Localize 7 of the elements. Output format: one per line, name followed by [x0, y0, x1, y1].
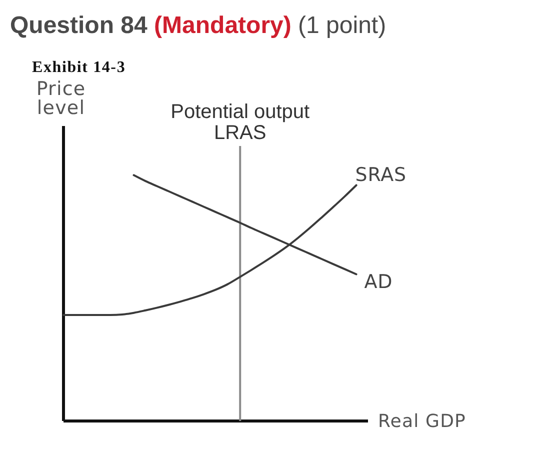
chart-subtitle: Exhibit 14-3 [32, 59, 126, 76]
text: Potential output LRAS [170, 101, 310, 144]
chart-title: Question 84 (Mandatory) (1 point) [10, 12, 386, 39]
x-axis-title: Real GDP [378, 411, 466, 432]
y-axis-title: Price level [36, 78, 86, 119]
series-label: SRAS [355, 164, 406, 186]
series-label: AD [364, 271, 393, 294]
